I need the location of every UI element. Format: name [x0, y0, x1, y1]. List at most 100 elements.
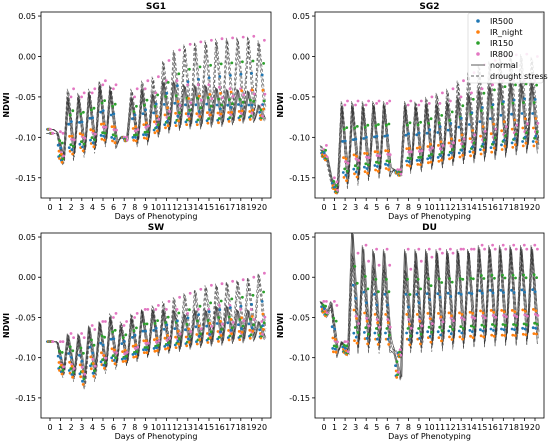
x-tick-label: 8	[132, 423, 137, 432]
point-ir800	[378, 154, 382, 158]
point-ir150	[343, 167, 347, 171]
x-tick-label: 11	[162, 203, 172, 212]
point-ir500	[218, 107, 222, 111]
point-ir800	[335, 304, 339, 307]
point-ir500	[415, 159, 419, 162]
point-ir500	[330, 325, 334, 329]
point-ir-night	[482, 148, 486, 152]
point-ir-night	[262, 328, 265, 331]
point-ir-night	[534, 309, 538, 313]
point-ir500	[331, 347, 335, 350]
point-ir150	[239, 114, 242, 118]
point-ir-night	[229, 90, 233, 94]
point-ir800	[420, 324, 424, 328]
point-ir-night	[352, 308, 356, 312]
point-ir150	[533, 321, 536, 325]
point-ir500	[144, 329, 148, 333]
point-ir150	[68, 345, 72, 349]
y-tick-label: 0.05	[292, 233, 310, 242]
point-ir150	[58, 139, 62, 143]
point-ir150	[82, 142, 86, 146]
point-ir-night	[503, 334, 507, 337]
point-ir800	[407, 318, 411, 321]
point-ir150	[321, 303, 325, 307]
point-ir150	[334, 319, 338, 323]
x-tick-label: 18	[509, 203, 519, 212]
point-ir-night	[111, 139, 114, 143]
point-ir800	[375, 247, 378, 251]
point-ir800	[533, 243, 537, 247]
point-ir500	[144, 348, 148, 352]
x-tick-label: 10	[151, 423, 161, 432]
point-ir150	[408, 293, 412, 296]
x-tick-label: 11	[435, 203, 445, 212]
plot-area	[319, 52, 540, 196]
point-ir-night	[353, 339, 356, 342]
point-ir150	[440, 150, 444, 154]
point-ir500	[261, 324, 265, 327]
point-ir-night	[376, 343, 380, 346]
point-ir150	[164, 95, 168, 98]
drought-stress-line	[46, 37, 266, 164]
point-ir150	[111, 104, 115, 108]
point-ir150	[469, 276, 473, 280]
point-ir500	[88, 116, 92, 120]
point-ir150	[262, 99, 266, 103]
point-ir150	[504, 323, 507, 327]
point-ir800	[385, 102, 389, 105]
point-ir500	[109, 113, 113, 117]
point-ir-night	[386, 321, 390, 325]
point-ir150	[199, 106, 203, 110]
x-tick-label: 5	[374, 423, 379, 432]
point-ir-night	[416, 163, 420, 166]
point-ir150	[103, 361, 107, 365]
point-ir500	[258, 110, 261, 114]
point-ir150	[164, 321, 168, 325]
point-ir500	[500, 143, 503, 147]
point-ir-night	[57, 149, 61, 153]
point-ir150	[448, 325, 452, 328]
point-ir800	[125, 138, 129, 142]
point-ir800	[104, 356, 108, 360]
point-ir800	[241, 278, 245, 282]
normal-line	[320, 82, 539, 191]
point-ir500	[67, 122, 71, 126]
point-ir500	[521, 140, 524, 143]
x-tick-label: 2	[69, 423, 74, 432]
point-ir150	[512, 323, 515, 326]
point-ir800	[188, 42, 192, 46]
point-ir150	[227, 98, 231, 102]
point-ir800	[325, 300, 328, 303]
y-axis-label: NDWI	[276, 313, 285, 338]
legend-label: drought stress	[490, 72, 548, 81]
point-ir-night	[134, 343, 138, 347]
point-ir800	[125, 320, 128, 323]
point-ir-night	[261, 88, 265, 92]
point-ir800	[136, 128, 140, 132]
point-ir150	[178, 337, 181, 341]
point-ir800	[386, 152, 390, 156]
point-ir150	[92, 106, 96, 110]
x-axis-label: Days of Phenotyping	[388, 212, 471, 221]
point-ir500	[197, 313, 201, 316]
point-ir150	[135, 350, 139, 353]
point-ir500	[197, 334, 201, 338]
point-ir-night	[461, 153, 464, 157]
point-ir800	[452, 319, 455, 323]
x-tick-label: 4	[90, 423, 95, 432]
point-ir-night	[60, 152, 63, 156]
point-ir150	[440, 114, 444, 117]
point-ir-night	[89, 128, 93, 132]
point-ir-night	[132, 138, 136, 142]
x-tick-label: 18	[236, 203, 246, 212]
point-ir150	[132, 110, 136, 113]
point-ir800	[112, 87, 115, 91]
point-ir500	[70, 148, 74, 152]
point-ir800	[388, 99, 392, 103]
point-ir-night	[240, 330, 244, 334]
legend-marker-ir500	[476, 19, 480, 23]
point-ir800	[522, 243, 526, 247]
point-ir150	[511, 273, 515, 277]
point-ir150	[525, 131, 528, 135]
point-ir500	[205, 102, 209, 106]
